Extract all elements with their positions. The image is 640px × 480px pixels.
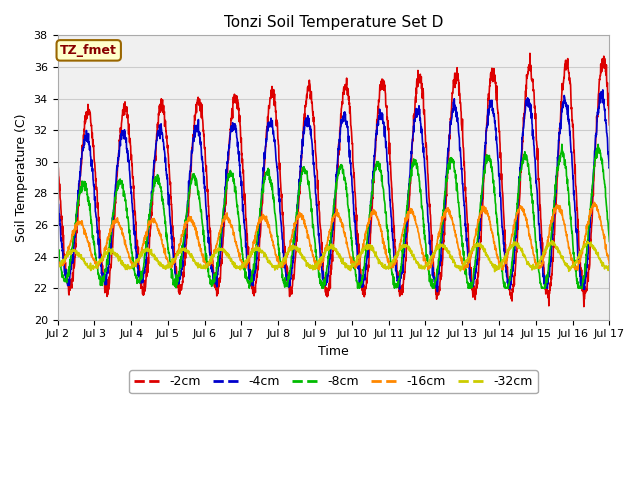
-2cm — [557, 106, 564, 111]
-2cm — [580, 304, 588, 310]
-4cm — [605, 165, 613, 171]
-16cm — [605, 261, 613, 267]
-8cm — [573, 275, 580, 280]
-16cm — [591, 200, 598, 205]
-16cm — [572, 264, 580, 270]
-2cm — [207, 257, 215, 263]
-8cm — [558, 142, 566, 147]
-16cm — [573, 267, 581, 273]
-8cm — [605, 239, 613, 244]
-4cm — [494, 157, 502, 163]
-2cm — [494, 107, 502, 113]
-8cm — [362, 252, 369, 258]
-4cm — [599, 87, 607, 93]
-2cm — [54, 150, 61, 156]
-8cm — [245, 285, 253, 291]
-2cm — [605, 122, 613, 128]
Text: TZ_fmet: TZ_fmet — [60, 44, 117, 57]
-2cm — [349, 165, 357, 171]
-2cm — [362, 287, 369, 292]
-32cm — [491, 269, 499, 275]
-4cm — [557, 118, 564, 123]
-4cm — [349, 201, 357, 206]
-16cm — [494, 256, 502, 262]
Line: -32cm: -32cm — [58, 241, 609, 272]
-32cm — [349, 262, 357, 268]
-16cm — [207, 255, 215, 261]
-16cm — [557, 207, 564, 213]
-4cm — [207, 264, 215, 270]
Title: Tonzi Soil Temperature Set D: Tonzi Soil Temperature Set D — [224, 15, 443, 30]
-8cm — [207, 278, 215, 284]
-32cm — [605, 264, 613, 270]
Y-axis label: Soil Temperature (C): Soil Temperature (C) — [15, 113, 28, 242]
-32cm — [573, 258, 580, 264]
-4cm — [54, 189, 61, 194]
-32cm — [548, 238, 556, 244]
Legend: -2cm, -4cm, -8cm, -16cm, -32cm: -2cm, -4cm, -8cm, -16cm, -32cm — [129, 370, 538, 393]
-32cm — [557, 253, 565, 259]
-8cm — [54, 245, 61, 251]
-8cm — [494, 232, 502, 238]
Line: -16cm: -16cm — [58, 203, 609, 270]
-16cm — [349, 261, 357, 266]
-32cm — [362, 243, 369, 249]
-16cm — [362, 236, 369, 242]
-8cm — [349, 255, 357, 261]
-16cm — [54, 257, 61, 263]
-2cm — [526, 50, 534, 56]
Line: -8cm: -8cm — [58, 144, 609, 288]
-32cm — [494, 266, 502, 272]
Line: -4cm: -4cm — [58, 90, 609, 292]
-32cm — [54, 265, 61, 271]
-32cm — [207, 255, 215, 261]
-2cm — [572, 187, 580, 193]
-4cm — [433, 289, 441, 295]
X-axis label: Time: Time — [318, 345, 349, 358]
-8cm — [557, 150, 564, 156]
Line: -2cm: -2cm — [58, 53, 609, 307]
-4cm — [572, 226, 580, 232]
-4cm — [362, 269, 369, 275]
